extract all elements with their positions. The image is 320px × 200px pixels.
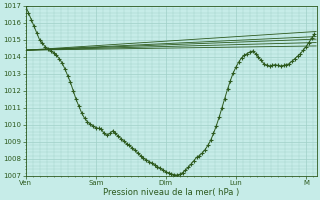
X-axis label: Pression niveau de la mer( hPa ): Pression niveau de la mer( hPa )	[103, 188, 239, 197]
